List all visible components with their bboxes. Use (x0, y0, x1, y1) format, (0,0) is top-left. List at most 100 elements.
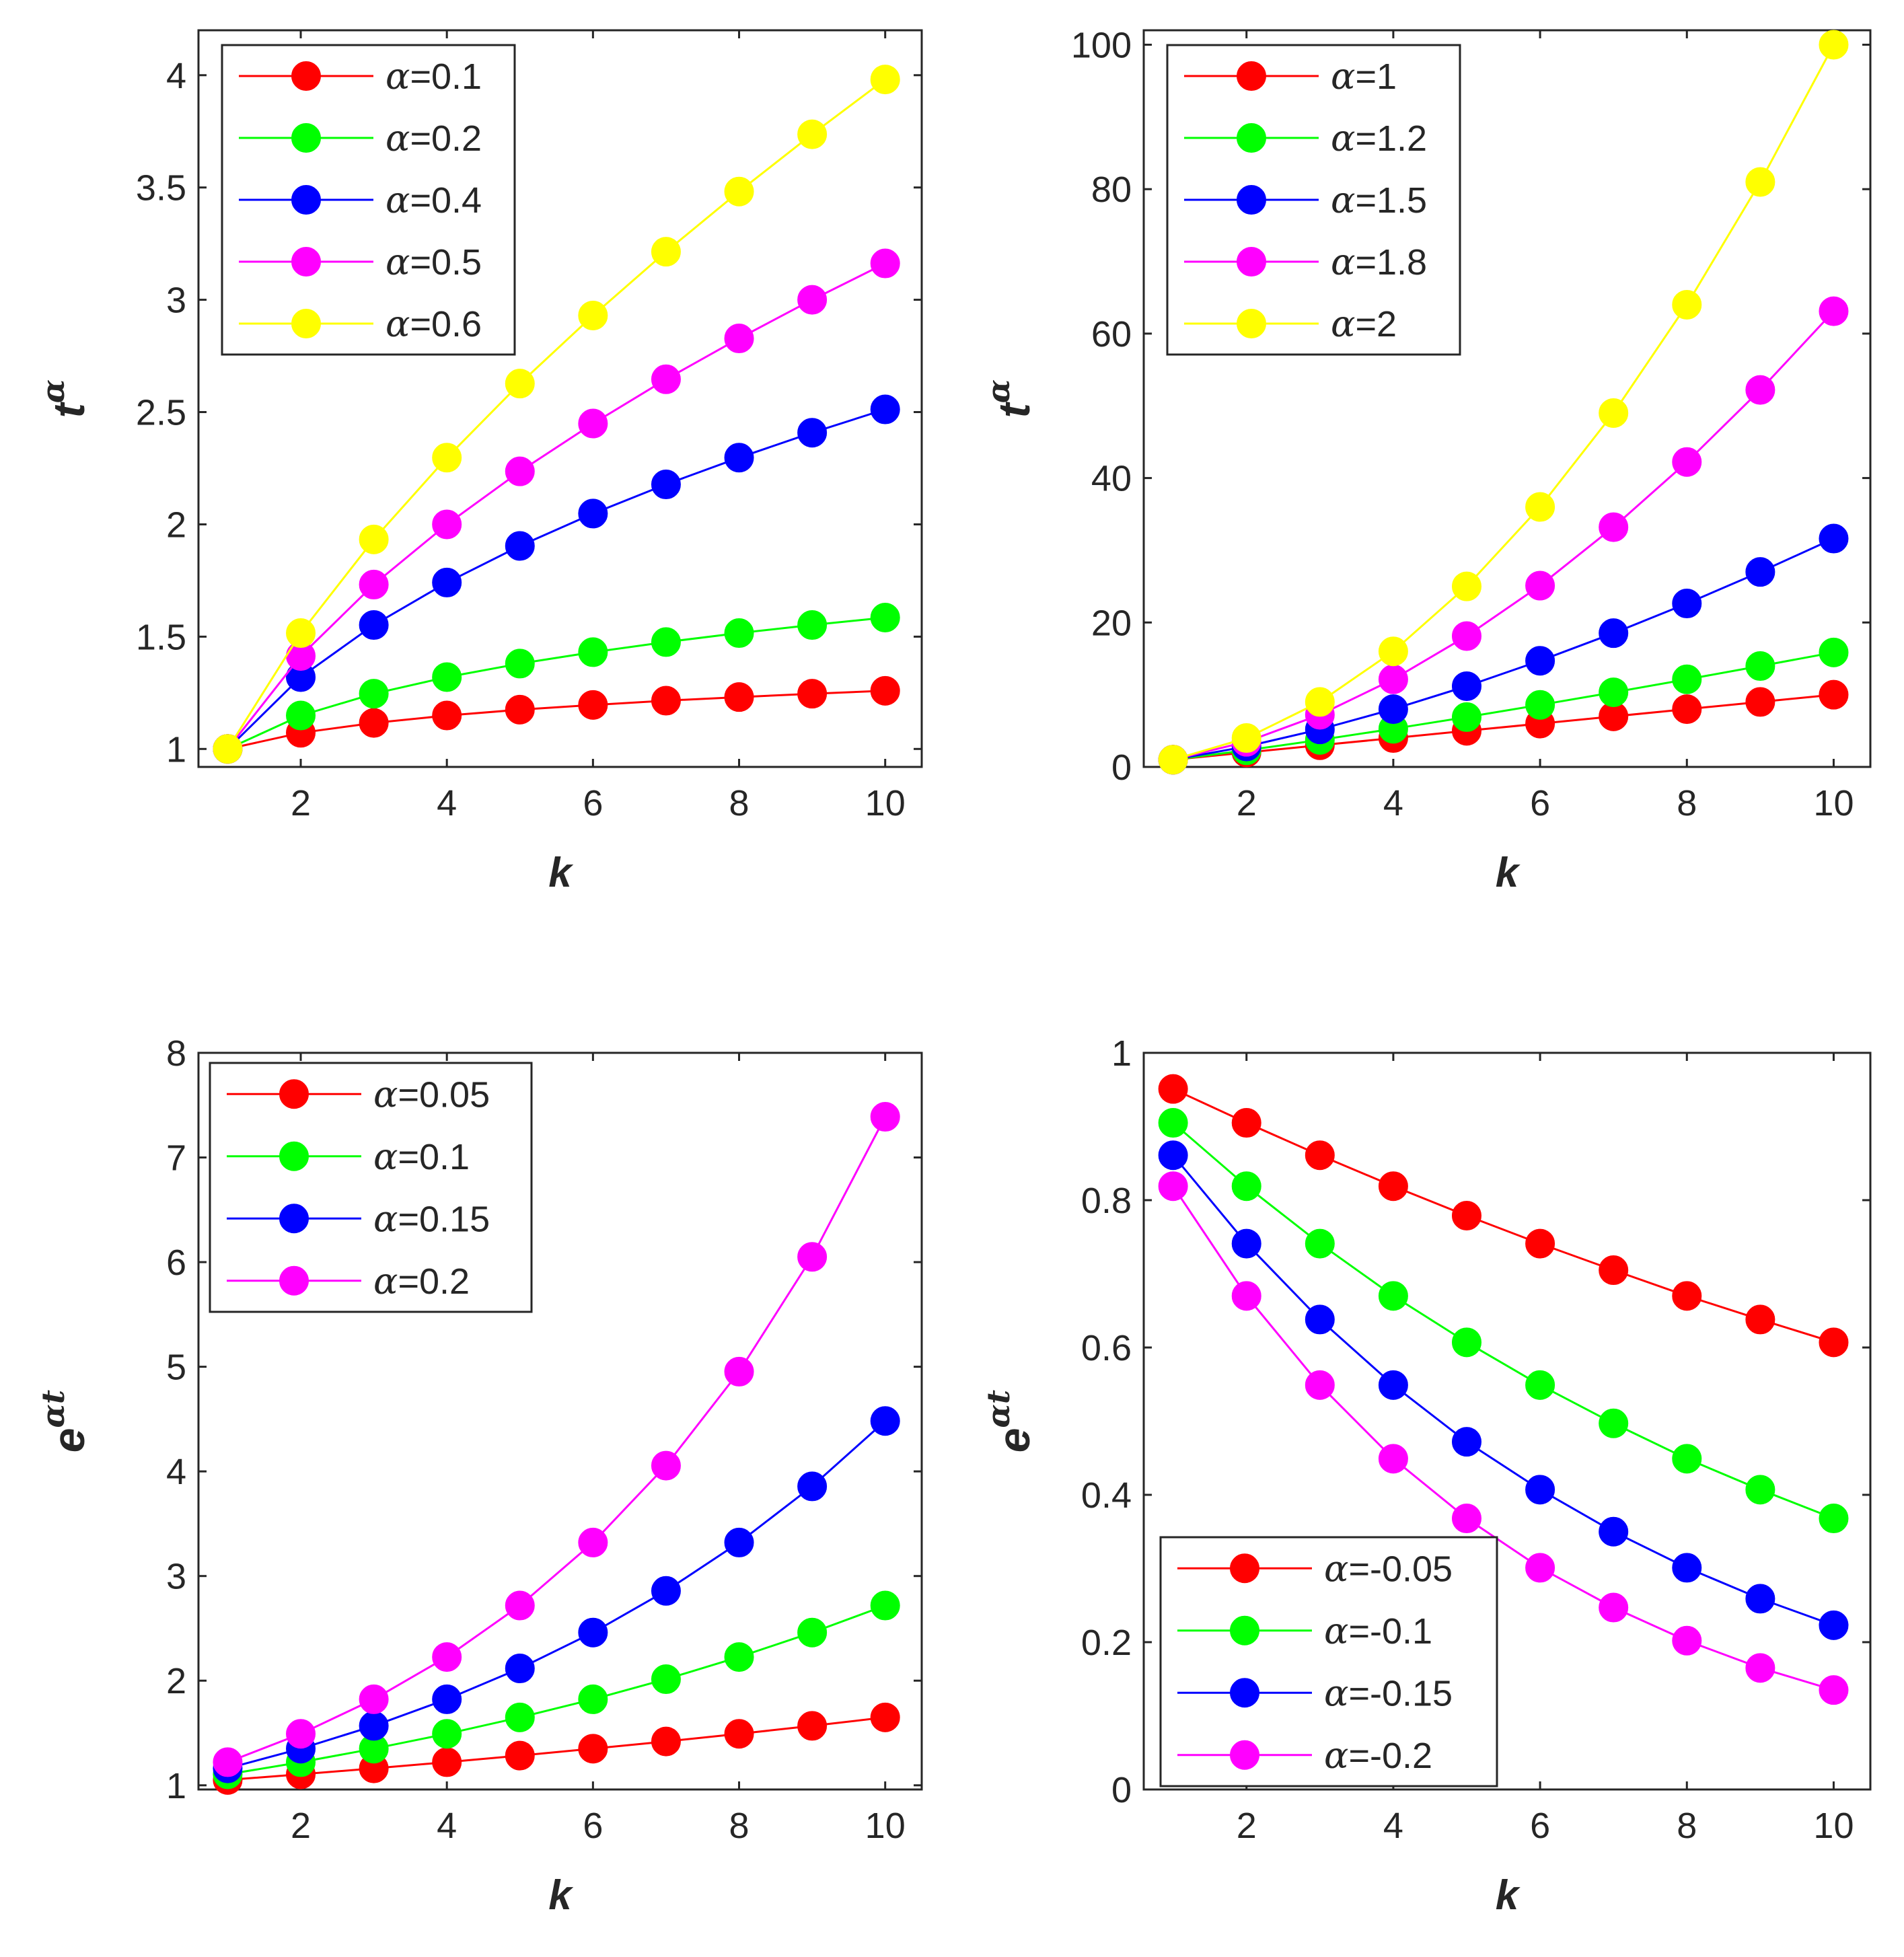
x-tick-label: 6 (1530, 1806, 1550, 1846)
legend-label-value: =-0.15 (1348, 1673, 1453, 1713)
data-point (870, 394, 900, 424)
x-tick-label: 10 (865, 783, 906, 823)
data-point (432, 509, 462, 540)
y-tick-label: 3 (166, 1557, 186, 1597)
data-point (432, 443, 462, 473)
legend-swatch-marker (279, 1265, 309, 1296)
data-point (1819, 1327, 1849, 1358)
y-tick-label: 3 (166, 281, 186, 321)
data-point (870, 248, 900, 279)
data-point (286, 618, 316, 649)
series-α=0.05 (213, 1702, 900, 1795)
data-point (1672, 664, 1702, 694)
x-axis-label: k (548, 1872, 574, 1919)
data-point (432, 1719, 462, 1749)
legend-label: α=0.15 (373, 1197, 490, 1240)
data-point (1599, 512, 1629, 542)
series-α=-0.2 (1158, 1171, 1849, 1705)
legend-label-value: =0.05 (398, 1074, 490, 1115)
x-tick-label: 2 (1237, 783, 1257, 823)
data-point (797, 119, 828, 149)
legend-label-value: =0.1 (398, 1137, 470, 1177)
legend-label-value: =1 (1355, 57, 1397, 97)
series-α=0.15 (213, 1406, 900, 1783)
plot-area (1142, 29, 1872, 768)
data-point (797, 1617, 828, 1648)
data-point (578, 637, 608, 667)
x-tick-label: 4 (437, 783, 457, 823)
y-tick-label: 1.5 (136, 617, 186, 657)
y-tick-label: 20 (1091, 603, 1132, 643)
legend-label-value: =1.8 (1355, 242, 1427, 283)
legend-label: α=-0.05 (1324, 1547, 1453, 1590)
x-tick-label: 4 (1383, 1806, 1403, 1846)
series-line (1172, 1121, 1835, 1520)
y-axis-label: tα (980, 379, 1039, 418)
legend-label: α=0.2 (386, 117, 482, 159)
data-point (1525, 646, 1555, 676)
legend-label-symbol: α (1331, 117, 1355, 159)
y-tick-label: 2 (166, 1661, 186, 1701)
legend: α=1α=1.2α=1.5α=1.8α=2 (1166, 44, 1461, 356)
series-line (227, 1116, 887, 1763)
legend-label-value: =-0.1 (1348, 1611, 1432, 1652)
x-tick-label: 8 (729, 783, 749, 823)
data-point (286, 1719, 316, 1749)
series-line (227, 616, 885, 750)
data-point (651, 1450, 681, 1481)
data-point (432, 700, 462, 731)
data-point (1745, 651, 1775, 681)
legend-label-symbol: α (386, 55, 410, 98)
data-point (1745, 167, 1775, 197)
y-axis-label-base: t (989, 401, 1039, 418)
data-point (1158, 1171, 1188, 1202)
data-point (1378, 1171, 1408, 1202)
legend-swatch-marker (1237, 247, 1266, 276)
chart-bottom-right: 2 4 6 8 1000.20.40.60.81keαtα=-0.05α=-0.1α=-… (980, 1033, 1872, 1919)
data-point (870, 1406, 900, 1436)
data-point (1599, 398, 1629, 428)
data-point (1819, 30, 1849, 60)
y-tick-label: 0.6 (1081, 1328, 1132, 1368)
data-point (578, 690, 608, 720)
legend-label-value: =2 (1355, 304, 1397, 344)
legend-label: α=-0.1 (1324, 1610, 1432, 1652)
data-point (432, 1747, 462, 1777)
y-axis-label-superscript: αt (980, 1390, 1017, 1428)
legend-label-symbol: α (1324, 1734, 1348, 1777)
data-point (1452, 1200, 1481, 1230)
chart-top-right: 2 4 6 8 10020406080100ktαα=1α=1.2α=1.5α=1.8α… (980, 25, 1872, 896)
legend-label-symbol: α (1324, 1610, 1348, 1652)
data-point (1599, 1592, 1629, 1623)
legend-label-symbol: α (386, 179, 410, 221)
series-line (227, 408, 886, 750)
x-tick-label: 6 (583, 1806, 603, 1846)
legend-label: α=-0.2 (1324, 1734, 1432, 1777)
series-α=0.5 (213, 248, 900, 764)
y-axis-label-superscript: α (35, 379, 71, 403)
legend-label-symbol: α (1331, 303, 1355, 345)
data-point (1158, 1108, 1188, 1138)
data-point (1525, 492, 1555, 522)
y-axis-label: eαt (35, 1390, 94, 1452)
y-axis-label-superscript: α (980, 379, 1017, 403)
data-point (1158, 1140, 1188, 1171)
x-tick-label: 6 (1530, 783, 1550, 823)
data-point (1745, 1304, 1775, 1335)
data-point (1819, 296, 1849, 326)
data-point (797, 418, 828, 448)
series-α=0.2 (213, 1102, 900, 1777)
data-point (1378, 1370, 1408, 1400)
data-point (1305, 1304, 1335, 1335)
data-point (870, 675, 900, 706)
data-point (578, 1617, 608, 1648)
y-tick-label: 1 (166, 1766, 186, 1806)
y-tick-label: 7 (166, 1138, 186, 1179)
y-tick-label: 0.8 (1081, 1181, 1132, 1221)
legend: α=0.1α=0.2α=0.4α=0.5α=0.6 (221, 44, 516, 356)
data-point (1231, 1108, 1261, 1138)
y-axis-label-superscript: αt (35, 1390, 71, 1428)
legend-label-value: =1.2 (1355, 118, 1427, 159)
x-axis-label: k (1496, 1872, 1521, 1919)
series-α=-0.05 (1158, 1074, 1849, 1358)
